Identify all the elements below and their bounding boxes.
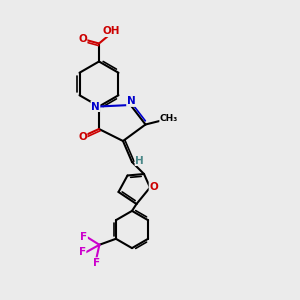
Text: N: N bbox=[127, 96, 136, 106]
Text: O: O bbox=[78, 34, 87, 44]
Text: O: O bbox=[149, 182, 158, 193]
Text: OH: OH bbox=[103, 26, 120, 37]
Text: F: F bbox=[79, 247, 86, 257]
Text: H: H bbox=[135, 155, 144, 166]
Text: CH₃: CH₃ bbox=[160, 114, 178, 123]
Text: F: F bbox=[80, 232, 87, 242]
Text: F: F bbox=[93, 258, 100, 268]
Text: O: O bbox=[78, 131, 87, 142]
Text: N: N bbox=[91, 101, 100, 112]
